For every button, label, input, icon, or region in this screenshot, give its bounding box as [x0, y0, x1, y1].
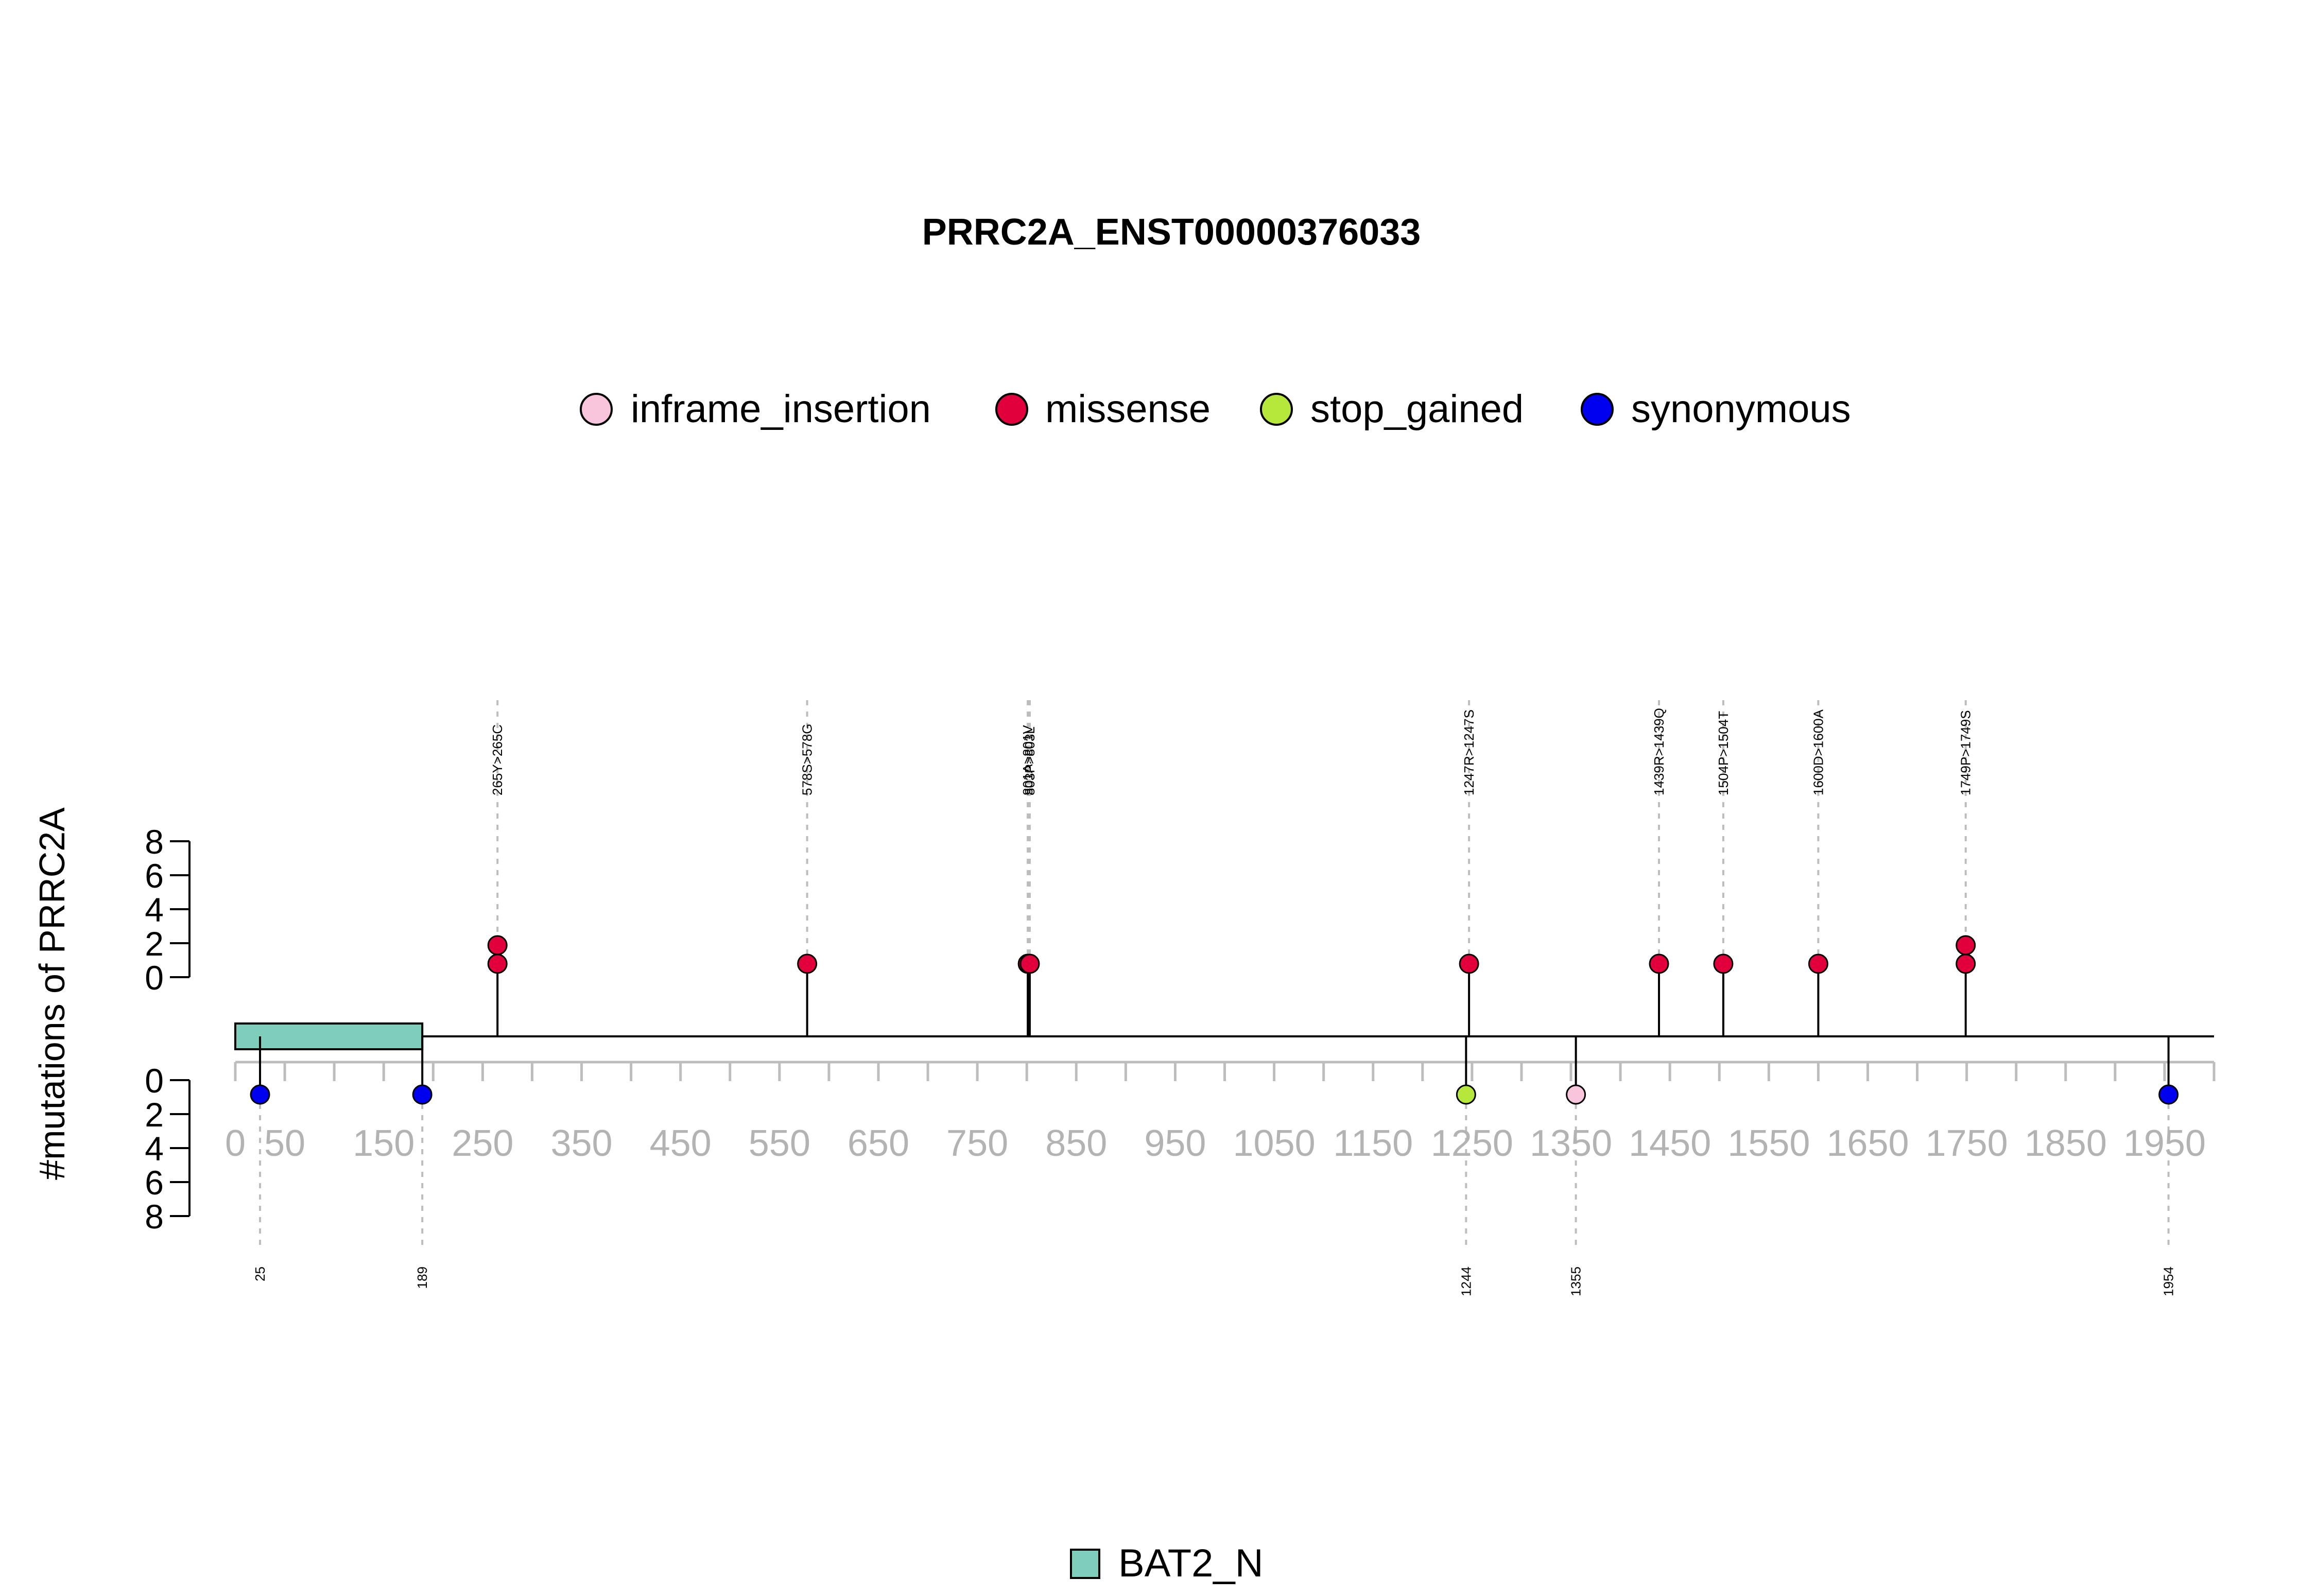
y-tick-label-bottom-4: 4	[145, 1130, 164, 1168]
mutation-label-803P>803L: 803P>803L	[1022, 726, 1038, 795]
legend-marker-stop_gained	[1260, 393, 1293, 426]
legend-label-inframe_insertion: inframe_insertion	[631, 387, 931, 431]
y-tick-label-bottom-2: 2	[145, 1096, 164, 1134]
legend-marker-inframe_insertion	[580, 393, 613, 426]
mutation-label-1247R>1247S: 1247R>1247S	[1461, 709, 1477, 795]
mutation-dot-1749P>1749S	[1956, 935, 1976, 956]
x-tick-label-350: 350	[550, 1123, 612, 1164]
mutation-label-1749P>1749S: 1749P>1749S	[1958, 710, 1974, 795]
mutation-dot-578S>578G	[797, 953, 818, 974]
domain-legend-swatch-BAT2_N	[1070, 1549, 1100, 1579]
mutation-label-25: 25	[252, 1267, 268, 1281]
x-tick-label-1450: 1450	[1629, 1123, 1711, 1164]
domain-BAT2_N	[234, 1022, 424, 1050]
mutation-dot-1504P>1504T	[1713, 953, 1734, 974]
x-tick-label-550: 550	[749, 1123, 810, 1164]
mutation-dot-1439R>1439Q	[1649, 953, 1669, 974]
mutation-dot-25	[250, 1084, 270, 1105]
legend: inframe_insertion missense stop_gained syno…	[580, 387, 1851, 431]
mutation-label-1244: 1244	[1458, 1267, 1474, 1296]
chart-title: PRRC2A_ENST00000376033	[922, 212, 1421, 253]
mutation-label-801A>801V: 801A>801V	[1020, 725, 1035, 795]
y-tick-label-bottom-8: 8	[145, 1198, 164, 1236]
y-tick-label-top-8: 8	[145, 823, 164, 861]
x-tick-label-150: 150	[353, 1123, 414, 1164]
legend-label-missense: missense	[1045, 387, 1211, 431]
y-tick-label-bottom-6: 6	[145, 1164, 164, 1202]
mutation-dot-1244	[1456, 1084, 1476, 1105]
x-tick-label-1850: 1850	[2025, 1123, 2107, 1164]
y-tick-label-top-0: 0	[145, 959, 164, 997]
x-tick-label-0: 0	[225, 1123, 246, 1164]
mutation-dot-265Y>265C	[487, 935, 508, 956]
x-tick-label-50: 50	[264, 1123, 305, 1164]
x-tick-label-950: 950	[1144, 1123, 1206, 1164]
x-tick-label-750: 750	[946, 1123, 1008, 1164]
x-tick-label-1050: 1050	[1233, 1123, 1315, 1164]
legend-label-stop_gained: stop_gained	[1310, 387, 1524, 431]
x-tick-label-1650: 1650	[1826, 1123, 1909, 1164]
mutation-label-1355: 1355	[1568, 1267, 1584, 1296]
domain-legend: BAT2_N	[1070, 1541, 1264, 1585]
legend-label-synonymous: synonymous	[1631, 387, 1851, 431]
mutation-dot-1355	[1566, 1084, 1586, 1105]
x-tick-label-1250: 1250	[1431, 1123, 1513, 1164]
mutation-dot-265Y>265C	[487, 953, 508, 974]
x-tick-label-1350: 1350	[1530, 1123, 1612, 1164]
x-tick-label-650: 650	[848, 1123, 909, 1164]
mutation-label-1504P>1504T: 1504P>1504T	[1716, 711, 1731, 795]
mutation-label-1954: 1954	[2161, 1267, 2176, 1296]
y-tick-label-bottom-0: 0	[145, 1062, 164, 1100]
x-tick-label-1550: 1550	[1727, 1123, 1810, 1164]
y-tick-label-top-4: 4	[145, 891, 164, 929]
domain-legend-label-BAT2_N: BAT2_N	[1118, 1541, 1264, 1585]
x-tick-label-250: 250	[452, 1123, 513, 1164]
y-axis-label: #mutations of PRRC2A	[32, 807, 72, 1180]
legend-marker-synonymous	[1581, 393, 1614, 426]
mutation-dot-1247R>1247S	[1459, 953, 1479, 974]
legend-marker-missense	[995, 393, 1028, 426]
mutation-dot-189	[412, 1084, 433, 1105]
x-tick-label-1750: 1750	[1926, 1123, 2008, 1164]
y-tick-label-top-6: 6	[145, 857, 164, 895]
mutation-label-265Y>265C: 265Y>265C	[490, 724, 505, 795]
x-tick-label-850: 850	[1045, 1123, 1107, 1164]
mutation-dot-1600D>1600A	[1808, 953, 1828, 974]
x-tick-label-450: 450	[650, 1123, 712, 1164]
mutation-dot-803P>803L	[1019, 953, 1040, 974]
mutation-label-1600D>1600A: 1600D>1600A	[1810, 709, 1826, 795]
mutation-label-189: 189	[414, 1267, 430, 1289]
mutation-dot-1749P>1749S	[1956, 953, 1976, 974]
x-tick-label-1150: 1150	[1333, 1123, 1413, 1164]
y-tick-label-top-2: 2	[145, 925, 164, 963]
mutation-label-578S>578G: 578S>578G	[800, 723, 815, 795]
mutation-label-1439R>1439Q: 1439R>1439Q	[1651, 708, 1667, 795]
mutation-dot-1954	[2158, 1084, 2179, 1105]
x-tick-label-1950: 1950	[2123, 1123, 2206, 1164]
